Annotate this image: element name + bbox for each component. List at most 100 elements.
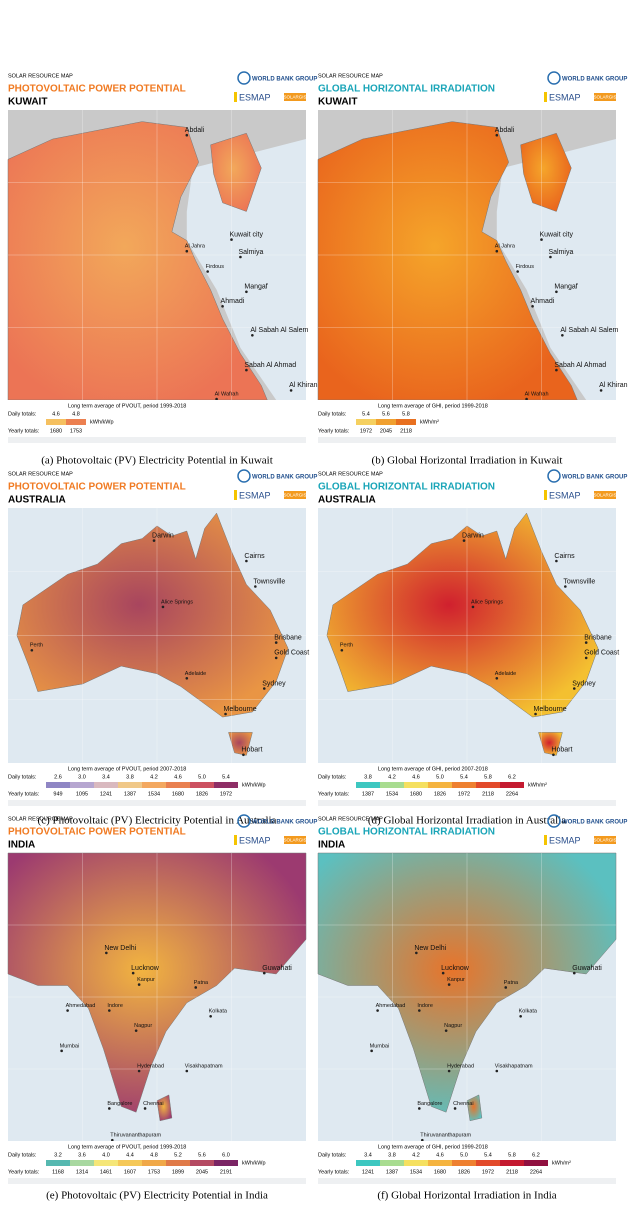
city-dot [137,983,141,986]
city-dot [495,1069,499,1073]
city-label: Visakhapatnam [185,1063,223,1069]
daily-value: 5.8 [484,774,492,780]
island [466,1094,483,1122]
city-label: Patna [194,980,209,986]
daily-value: 5.2 [174,1152,182,1158]
city-label: Darwin [152,532,174,539]
island [156,1094,173,1122]
solargis-box [594,491,616,499]
legend-swatch [452,782,476,788]
solargis-logo: SOLARGIS [283,838,306,843]
daily-value: 4.6 [52,411,60,417]
legend-swatch [142,1160,166,1166]
city-dot [462,539,466,542]
city-dot [30,648,34,652]
yearly-value: 2045 [380,428,392,434]
unit-label: kWh/m² [528,782,547,788]
city-dot [289,389,293,392]
city-label: Guwahati [262,965,292,972]
city-dot [134,1029,138,1032]
unit-label: kWh/kWp [242,782,266,788]
city-label: Al Wafrah [525,392,549,398]
city-label: Bangalore [417,1101,442,1107]
city-dot [224,712,227,716]
country-label: KUWAIT [8,97,47,108]
footer-bar [8,437,306,443]
city-label: Melbourne [534,706,567,713]
yearly-value: 1680 [50,428,62,434]
legend-swatch [500,782,524,788]
legend-swatch [428,1160,452,1166]
daily-label: Daily totals: [8,774,37,780]
legend-swatch [70,782,94,788]
yearly-value: 1826 [434,791,446,797]
yearly-value: 1607 [124,1169,136,1175]
map-panel: SOLAR RESOURCE MAP PHOTOVOLTAIC POWER POT… [7,814,317,1202]
daily-value: 4.4 [126,1152,134,1158]
legend-swatch [404,782,428,788]
source-label: SOLAR RESOURCE MAP [318,816,383,822]
city-dot [262,971,266,975]
country-label: KUWAIT [318,97,357,108]
city-dot [453,1107,457,1110]
legend-swatch [524,1160,548,1166]
yearly-value: 1826 [458,1169,470,1175]
yearly-value: 1972 [458,791,470,797]
city-dot [262,687,266,690]
yearly-value: 2264 [506,791,518,797]
map-title: GLOBAL HORIZONTAL IRRADIATION [318,827,495,838]
legend-swatch [476,782,500,788]
city-dot [415,951,418,955]
yearly-value: 2118 [482,791,494,797]
yearly-value: 1314 [76,1169,88,1175]
yearly-value: 1241 [362,1169,374,1175]
wbg-globe [547,814,561,828]
city-label: Mangaf [554,284,577,291]
city-dot [161,605,165,609]
city-label: Bangalore [107,1101,132,1107]
city-label: Al Jahra [185,244,206,250]
city-dot [152,539,156,542]
city-label: Brisbane [274,634,302,641]
wbg-globe [237,469,251,483]
legend-swatch [356,1160,380,1166]
daily-value: 5.0 [198,774,206,780]
legend-swatch [428,782,452,788]
city-dot [599,389,603,392]
city-label: Patna [504,980,519,986]
yearly-value: 2118 [400,428,412,434]
unit-label: kWh/kWp [90,419,114,425]
daily-value: 4.2 [388,774,396,780]
daily-value: 4.2 [412,1152,420,1158]
esmap-logo: ESMAP [239,92,271,102]
country-label: AUSTRALIA [8,495,66,506]
yearly-value: 2045 [196,1169,208,1175]
daily-value: 3.0 [78,774,86,780]
daily-value: 3.4 [102,774,110,780]
map-panel: SOLAR RESOURCE MAP GLOBAL HORIZONTAL IRRA… [317,71,628,467]
city-dot [421,1138,424,1142]
yearly-value: 1899 [172,1169,184,1175]
city-label: Kuwait city [540,231,574,238]
legend-swatch [214,782,238,788]
city-label: Adelaide [495,671,516,677]
daily-value: 3.8 [388,1152,396,1158]
city-label: Sydney [572,680,596,687]
city-dot [185,249,189,253]
city-label: Kolkata [519,1009,538,1015]
city-label: Mangaf [244,284,267,291]
footer-bar [318,800,616,806]
legend-swatch [166,1160,190,1166]
map-title: GLOBAL HORIZONTAL IRRADIATION [318,482,495,493]
city-label: Ahmadi [221,298,245,305]
figure-caption: (a) Photovoltaic (PV) Electricity Potent… [41,455,273,467]
daily-value: 5.0 [436,774,444,780]
legend-swatch [166,782,190,788]
city-dot [274,656,278,660]
legend-swatch [500,1160,524,1166]
city-dot [242,753,245,757]
figure-caption: (b) Global Horizontal Irradiation in Kuw… [372,455,563,467]
city-dot [572,687,576,690]
daily-label: Daily totals: [8,411,37,417]
city-dot [131,971,135,975]
